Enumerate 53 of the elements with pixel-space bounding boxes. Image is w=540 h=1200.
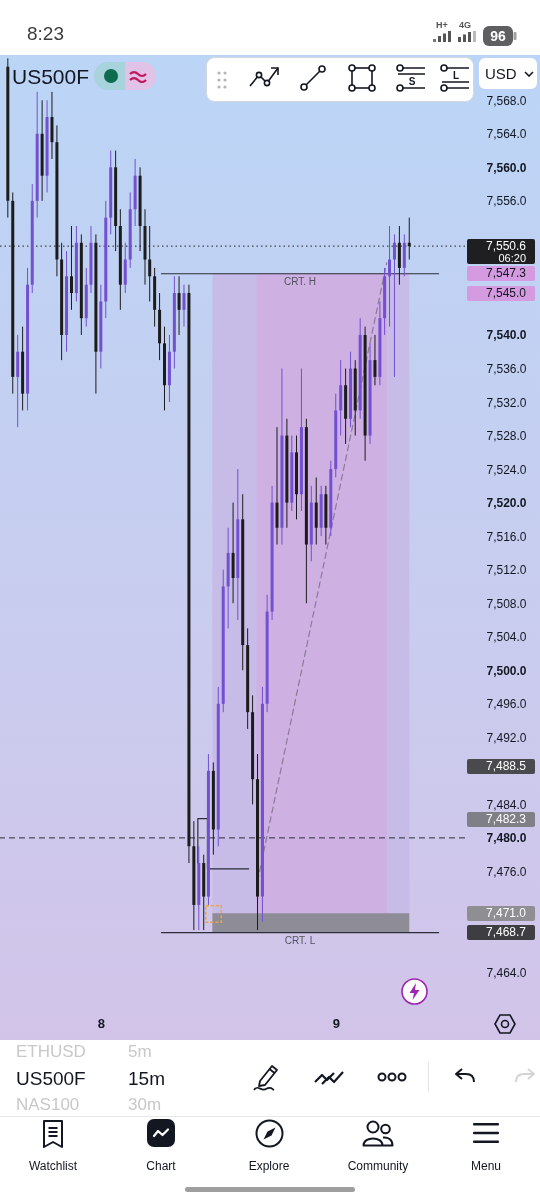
y-tick-label: 7,476.0 — [486, 864, 527, 879]
series-label: CRT. L — [284, 934, 316, 946]
candlestick — [388, 225, 392, 328]
text: 8:23 — [27, 23, 64, 44]
text: 7,468.7 — [484, 925, 526, 941]
text: H+ — [436, 20, 448, 30]
text: 7,482.3 — [484, 811, 526, 827]
text: 7,545.0 — [484, 285, 526, 301]
text: 7,471.0 — [484, 905, 526, 921]
x-tick-label: 9 — [332, 1015, 340, 1031]
text: Watchlist — [28, 1159, 78, 1173]
candlestick — [182, 284, 186, 328]
text: Explore — [248, 1159, 290, 1173]
annotation: S — [408, 76, 416, 87]
y-tick-label: 7,500.0 — [486, 663, 527, 678]
text: 7,547.3 — [484, 266, 526, 282]
text: Menu — [470, 1159, 502, 1173]
text: Chart — [146, 1159, 176, 1173]
y-tick-label: 7,536.0 — [486, 361, 527, 376]
y-tick-label: 7,464.0 — [486, 965, 527, 980]
annotation: L — [452, 70, 460, 81]
text: 06:20 — [498, 251, 526, 264]
y-tick-label: 7,508.0 — [486, 596, 527, 611]
y-tick-label: 7,480.0 — [486, 831, 527, 846]
text: US500F — [16, 1068, 86, 1089]
candlestick — [177, 275, 181, 336]
y-tick-label: 7,532.0 — [486, 395, 527, 410]
y-tick-label: 7,528.0 — [486, 429, 527, 444]
series-label: CRT. H — [284, 275, 317, 287]
candlestick — [392, 233, 396, 378]
y-tick-label: 7,512.0 — [486, 563, 527, 578]
y-tick-label: 7,520.0 — [486, 496, 527, 511]
y-tick-label: 7,540.0 — [486, 328, 527, 343]
y-tick-label: 7,484.0 — [486, 797, 527, 812]
y-tick-label: 7,524.0 — [486, 462, 527, 477]
text: 7,488.5 — [484, 759, 526, 775]
y-tick-label: 7,560.0 — [486, 160, 527, 175]
text: 4G — [459, 20, 472, 30]
candlestick — [148, 225, 152, 302]
y-tick-label: 7,556.0 — [486, 194, 527, 209]
y-tick-label: 7,496.0 — [486, 697, 527, 712]
y-tick-label: 7,568.0 — [486, 93, 527, 108]
candlestick — [373, 334, 377, 386]
x-tick-label: 8 — [97, 1015, 105, 1031]
text: Community — [347, 1159, 409, 1173]
y-tick-label: 7,504.0 — [486, 630, 527, 645]
y-tick-label: 7,564.0 — [486, 127, 527, 142]
text: 15m — [128, 1068, 165, 1089]
y-tick-label: 7,492.0 — [486, 730, 527, 745]
text: USD — [485, 65, 517, 82]
ref-line-label: 7,550.6 — [484, 238, 526, 254]
y-tick-label: 7,516.0 — [486, 529, 527, 544]
text: US500F — [12, 65, 90, 88]
